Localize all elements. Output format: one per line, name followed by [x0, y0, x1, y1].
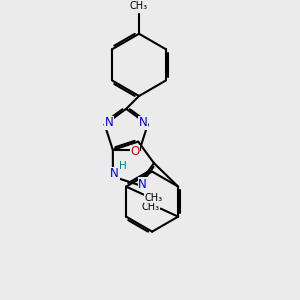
Text: O: O	[130, 145, 140, 158]
Text: N: N	[110, 167, 119, 180]
Text: CH₃: CH₃	[141, 202, 159, 212]
Text: CH₃: CH₃	[130, 1, 148, 10]
Text: N: N	[138, 178, 147, 190]
Text: CH₃: CH₃	[145, 193, 163, 202]
Text: N: N	[105, 116, 113, 129]
Text: H: H	[119, 161, 127, 171]
Text: N: N	[139, 116, 148, 129]
